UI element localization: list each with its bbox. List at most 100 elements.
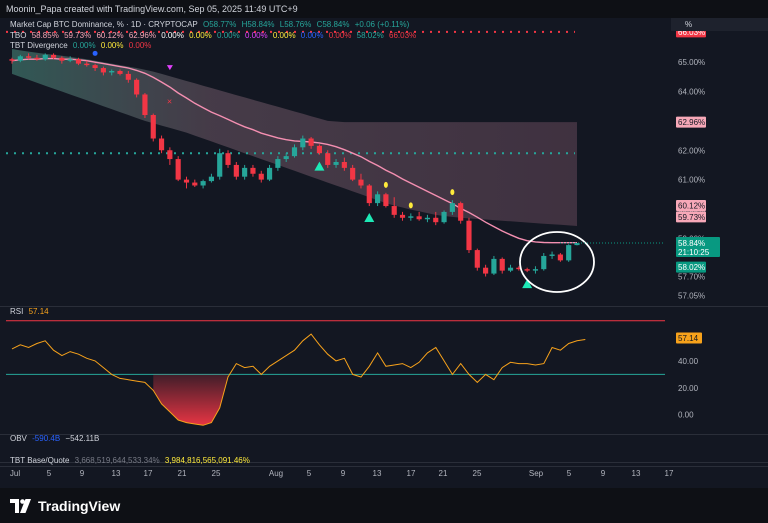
price-axis-tick: 57.70% xyxy=(678,273,705,282)
tbt-value: 0.00% xyxy=(100,41,124,50)
candle-body xyxy=(175,159,181,180)
time-axis-label: 5 xyxy=(47,469,52,478)
tbo-legend: TBO 58.85% 59.73% 60.12% 62.96% 0.00% 0.… xyxy=(10,31,419,40)
candle xyxy=(100,66,106,76)
candle xyxy=(350,164,356,182)
last-price-tag xyxy=(676,237,720,258)
candle xyxy=(557,253,563,262)
price-unit-box[interactable]: % xyxy=(671,18,768,31)
price-tag-box xyxy=(676,199,706,211)
candle-body xyxy=(350,167,356,180)
candle-body xyxy=(92,65,98,69)
footer: TradingView xyxy=(0,488,768,523)
candle xyxy=(266,164,273,182)
tradingview-logo[interactable]: TradingView xyxy=(10,498,120,514)
candle-body xyxy=(383,194,389,207)
base-quote-legend: TBT Base/Quote 3,668,519,644,533.34% 3,9… xyxy=(10,456,253,465)
candle xyxy=(26,53,32,60)
candle-body xyxy=(483,267,489,274)
candle-body xyxy=(358,179,364,186)
time-axis-label: Jul xyxy=(10,469,20,478)
candle xyxy=(383,192,389,208)
last-price-countdown: 21:10:25 xyxy=(678,248,710,257)
candle xyxy=(399,211,406,221)
pane-divider xyxy=(0,466,768,467)
candle-body xyxy=(300,138,306,148)
time-axis-label: Sep xyxy=(529,469,544,478)
candle xyxy=(441,210,447,224)
chart-canvas[interactable]: ×65.00%64.00%63.00%62.00%61.00%60.00%59.… xyxy=(0,18,768,488)
divergence-marker-icon xyxy=(166,65,173,71)
candle xyxy=(125,70,131,83)
candle xyxy=(142,93,148,118)
candle xyxy=(341,157,347,171)
time-axis-label: 13 xyxy=(632,469,641,478)
candle-body xyxy=(250,167,256,174)
signal-dot-icon xyxy=(383,181,388,188)
candle-body xyxy=(150,115,156,139)
time-axis-label: 21 xyxy=(439,469,448,478)
candle xyxy=(183,176,190,189)
time-axis-label: 17 xyxy=(144,469,153,478)
tbo-label: TBO xyxy=(10,31,27,40)
tbo-value: 0.00% xyxy=(189,31,212,40)
candle xyxy=(358,173,364,189)
candle-body xyxy=(158,138,165,151)
price-axis-tick: 64.00% xyxy=(678,88,705,97)
candle xyxy=(466,217,472,254)
divergence-dot-icon xyxy=(92,50,98,56)
candle-body xyxy=(458,203,464,221)
candle-body xyxy=(9,59,15,61)
candle-body xyxy=(441,211,447,223)
candle xyxy=(291,144,298,158)
time-axis-label: 17 xyxy=(665,469,674,478)
candle xyxy=(433,211,439,226)
candle-body xyxy=(391,206,397,215)
candle xyxy=(416,211,422,221)
legend-change: +0.06 (+0.11%) xyxy=(354,20,410,29)
candle-body xyxy=(142,94,148,116)
time-axis-label: 9 xyxy=(601,469,606,478)
candle-body xyxy=(17,56,23,61)
candle-body xyxy=(366,185,372,204)
candle xyxy=(424,214,431,223)
time-axis-label: Aug xyxy=(269,469,283,478)
candle-body xyxy=(541,255,547,270)
candle-body xyxy=(100,68,106,73)
candle-body xyxy=(200,181,206,186)
tbo-value: 66.03% xyxy=(389,31,417,40)
candle-body xyxy=(499,258,505,271)
price-tag: 62.96% xyxy=(676,116,706,128)
candle-body xyxy=(416,216,422,220)
chart-area[interactable]: ×65.00%64.00%63.00%62.00%61.00%60.00%59.… xyxy=(0,18,768,488)
candle xyxy=(42,53,48,61)
time-axis-label: 5 xyxy=(307,469,312,478)
legend-low: L58.76% xyxy=(279,20,312,29)
candle xyxy=(391,197,397,218)
candle-body xyxy=(549,254,555,256)
price-tag-label: 59.73% xyxy=(678,213,705,222)
tbo-value: 0.00% xyxy=(328,31,352,40)
candle-body xyxy=(266,167,273,180)
candle-body xyxy=(375,194,381,204)
rsi-axis-tick: 40.00 xyxy=(678,357,699,366)
candle xyxy=(408,213,414,221)
candle-body xyxy=(399,214,406,218)
price-tag: 60.12% xyxy=(676,199,706,211)
price-unit-label: % xyxy=(685,20,693,29)
rsi-legend: RSI 57.14 xyxy=(10,307,52,316)
candle xyxy=(275,156,281,171)
price-tag: 59.73% xyxy=(676,211,706,223)
price-axis-tick: 62.00% xyxy=(678,146,705,155)
candle xyxy=(59,56,65,64)
candle-body xyxy=(275,159,281,168)
price-tag-label: 62.96% xyxy=(678,118,705,127)
price-tag-label: 60.12% xyxy=(678,201,705,210)
candle xyxy=(549,251,555,259)
base-quote-value: 3,984,816,565,091.46% xyxy=(164,456,250,465)
candle xyxy=(242,164,248,180)
candle xyxy=(300,135,306,151)
candle xyxy=(217,148,223,180)
tbo-value: 0.00% xyxy=(217,31,240,40)
tbo-value: 60.12% xyxy=(96,31,124,40)
